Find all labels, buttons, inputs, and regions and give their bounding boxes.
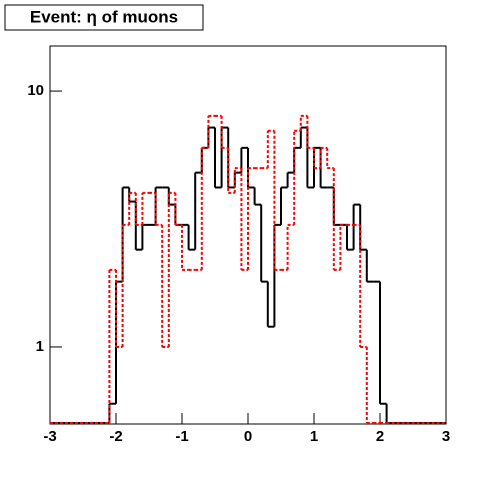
y-tick-label: 1 (36, 338, 44, 355)
x-tick-label: 1 (310, 428, 318, 445)
x-tick-label: -2 (109, 428, 122, 445)
x-tick-label: -1 (175, 428, 188, 445)
y-tick-label: 10 (27, 82, 44, 99)
x-tick-label: 2 (376, 428, 384, 445)
x-tick-label: 0 (244, 428, 252, 445)
chart-title: Event: η of muons (30, 7, 178, 26)
x-tick-label: 3 (442, 428, 450, 445)
x-tick-label: -3 (43, 428, 56, 445)
title-box (4, 4, 204, 31)
